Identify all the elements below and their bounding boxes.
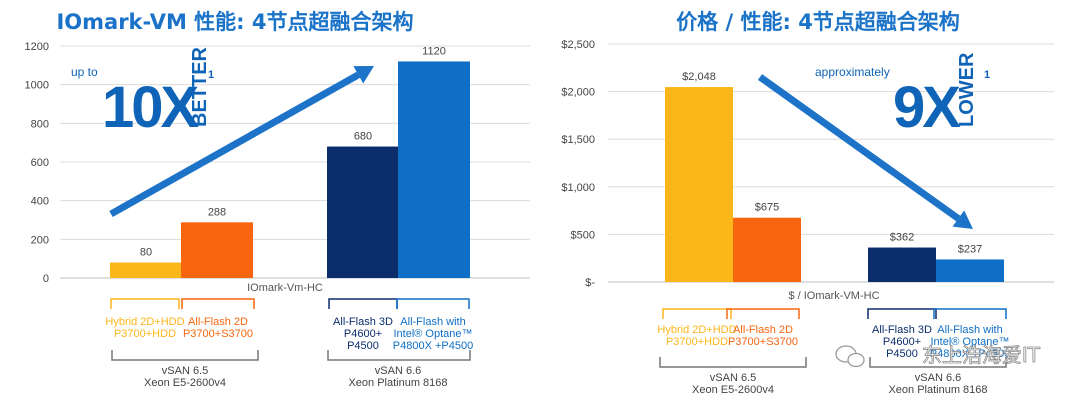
y-tick-label: 200 xyxy=(31,234,49,246)
wechat-icon xyxy=(835,345,865,368)
callout-word: BETTER xyxy=(189,46,211,127)
bar xyxy=(181,222,253,278)
group-label: vSAN 6.6 xyxy=(375,365,421,377)
bar xyxy=(327,146,399,278)
category-bracket xyxy=(933,308,1007,319)
bar xyxy=(733,217,801,282)
trend-arrow-shaft xyxy=(109,71,361,218)
bar-value-label: 288 xyxy=(208,206,226,218)
y-tick-label: 800 xyxy=(31,118,49,130)
bar xyxy=(110,262,182,278)
trend-arrow-head xyxy=(353,66,374,84)
category-label: All-Flash with xyxy=(400,316,465,328)
bar-value-label: $675 xyxy=(755,202,779,214)
group-label: vSAN 6.6 xyxy=(915,372,961,384)
callout-prefix: approximately xyxy=(815,65,890,79)
trend-arrow-head xyxy=(952,210,973,229)
bar-value-label: $2,048 xyxy=(682,71,716,83)
y-tick-label: 1200 xyxy=(25,41,49,53)
y-tick-label: $2,500 xyxy=(561,39,595,51)
callout-multiplier: 9X xyxy=(893,75,961,140)
y-tick-label: 0 xyxy=(43,273,49,285)
y-tick-label: $1,500 xyxy=(561,134,595,146)
category-label: All-Flash with xyxy=(937,324,1002,336)
category-label: P3700+HDD xyxy=(666,336,728,348)
x-axis-label: IOmark-Vm-HC xyxy=(247,282,323,294)
category-label: P4800X +P4500 xyxy=(393,340,473,352)
category-label: All-Flash 2D xyxy=(188,316,248,328)
bar xyxy=(868,247,936,282)
group-bracket xyxy=(659,357,807,368)
bar-value-label: 680 xyxy=(354,131,372,143)
bar xyxy=(665,87,733,283)
category-label: P4600+ xyxy=(344,328,382,340)
category-label: All-Flash 2D xyxy=(733,324,793,336)
category-label: Intel® Optane™ xyxy=(930,336,1009,348)
category-bracket xyxy=(726,308,800,319)
callout-footnote: 1 xyxy=(208,69,214,81)
bar xyxy=(398,61,470,278)
callout-multiplier: 10X xyxy=(102,75,200,140)
group-label: Xeon Platinum 8168 xyxy=(348,377,447,389)
group-bracket xyxy=(111,350,259,361)
bar xyxy=(936,259,1004,282)
category-label: Hybrid 2D+HDD xyxy=(657,324,736,336)
callout-footnote: 1 xyxy=(984,69,990,81)
category-label: P4600+ xyxy=(883,336,921,348)
category-label: P3700+S3700 xyxy=(183,328,253,340)
category-label: P3700+HDD xyxy=(114,328,176,340)
y-tick-label: 600 xyxy=(31,157,49,169)
callout-prefix: up to xyxy=(71,65,98,79)
bar-value-label: 80 xyxy=(140,247,152,259)
wechat-bubble-small xyxy=(847,352,865,368)
bar-value-label: $362 xyxy=(890,232,914,244)
category-label: All-Flash 3D xyxy=(872,324,932,336)
group-label: Xeon E5-2600v4 xyxy=(144,377,226,389)
trend-arrow-shaft xyxy=(757,74,961,222)
chart-title: IOmark-VM 性能: 4节点超融合架构 xyxy=(56,10,413,34)
group-bracket xyxy=(327,350,471,361)
category-label: P4500 xyxy=(886,348,918,360)
category-bracket xyxy=(181,298,255,309)
y-tick-label: $1,000 xyxy=(561,182,595,194)
category-bracket xyxy=(662,308,732,319)
bar-value-label: $237 xyxy=(958,243,982,255)
group-label: vSAN 6.5 xyxy=(162,365,208,377)
category-bracket xyxy=(867,308,937,319)
category-bracket xyxy=(396,298,470,309)
category-bracket xyxy=(110,298,180,309)
group-label: Xeon Platinum 8168 xyxy=(888,384,987,396)
watermark-text: 东上浩海爱IT xyxy=(922,343,1041,367)
category-label: P4800X +P4500 xyxy=(930,348,1010,360)
group-label: Xeon E5-2600v4 xyxy=(692,384,774,396)
category-label: All-Flash 3D xyxy=(333,316,393,328)
group-label: vSAN 6.5 xyxy=(710,372,756,384)
category-label: Intel® Optane™ xyxy=(393,328,472,340)
category-label: P3700+S3700 xyxy=(728,336,798,348)
category-label: Hybrid 2D+HDD xyxy=(105,316,184,328)
callout-word: LOWER xyxy=(956,52,978,127)
y-tick-label: $- xyxy=(585,277,595,289)
bar-value-label: 1120 xyxy=(422,45,446,57)
x-axis-label: $ / IOmark-VM-HC xyxy=(788,290,879,302)
y-tick-label: $2,000 xyxy=(561,87,595,99)
chart-title: 价格 / 性能: 4节点超融合架构 xyxy=(676,10,960,34)
group-bracket xyxy=(869,357,1007,368)
y-tick-label: 400 xyxy=(31,196,49,208)
category-bracket xyxy=(328,298,398,309)
category-label: P4500 xyxy=(347,340,379,352)
y-tick-label: 1000 xyxy=(25,80,49,92)
y-tick-label: $500 xyxy=(571,229,595,241)
